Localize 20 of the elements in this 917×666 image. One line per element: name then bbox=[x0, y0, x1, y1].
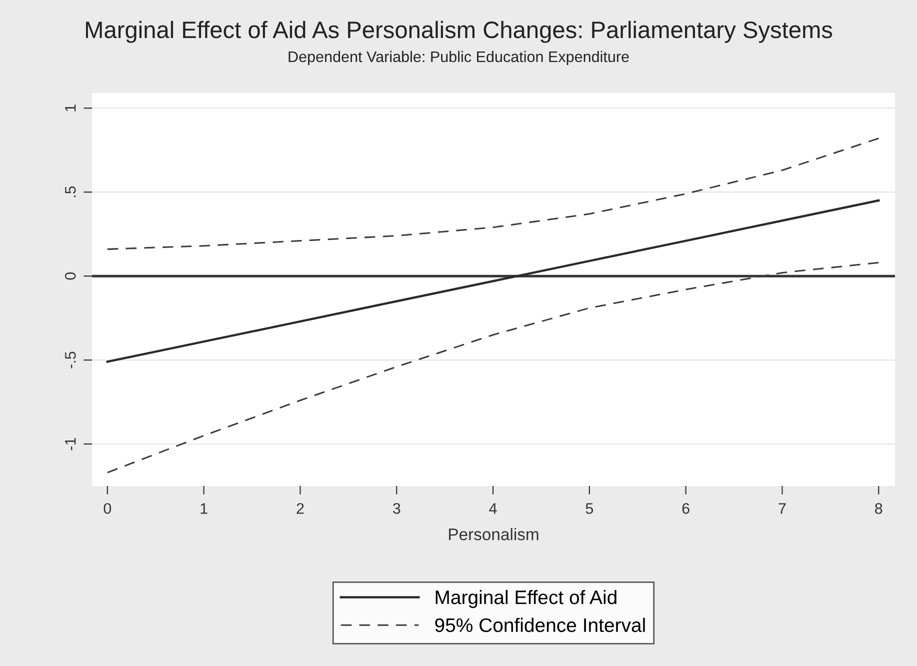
x-tick-label: 6 bbox=[682, 503, 690, 514]
x-tick-label: 0 bbox=[104, 503, 112, 514]
x-tick-label: 5 bbox=[586, 503, 594, 514]
x-tick-label: 7 bbox=[778, 503, 786, 514]
x-tick-label: 8 bbox=[875, 503, 882, 514]
legend-label: 95% Confidence Interval bbox=[435, 618, 645, 632]
y-tick-label: .5 bbox=[65, 186, 76, 198]
y-tick-label: -1 bbox=[65, 438, 76, 450]
y-tick-label: -.5 bbox=[65, 352, 76, 368]
x-tick-label: 3 bbox=[392, 503, 400, 514]
x-axis-title: Personalism bbox=[449, 528, 538, 540]
chart-title: Marginal Effect of Aid As Personalism Changes: Parliamentary Systems bbox=[86, 20, 832, 43]
x-tick-label: 4 bbox=[489, 503, 497, 514]
x-tick-label: 1 bbox=[200, 503, 208, 514]
y-tick-label: 0 bbox=[64, 272, 76, 280]
x-tick-label: 2 bbox=[296, 503, 304, 514]
y-tick-label: 1 bbox=[65, 104, 76, 112]
line-series bbox=[106, 138, 880, 250]
chart-subtitle: Dependent Variable: Public Education Expenditure bbox=[288, 50, 629, 66]
legend-label: Marginal Effect of Aid bbox=[436, 590, 616, 608]
